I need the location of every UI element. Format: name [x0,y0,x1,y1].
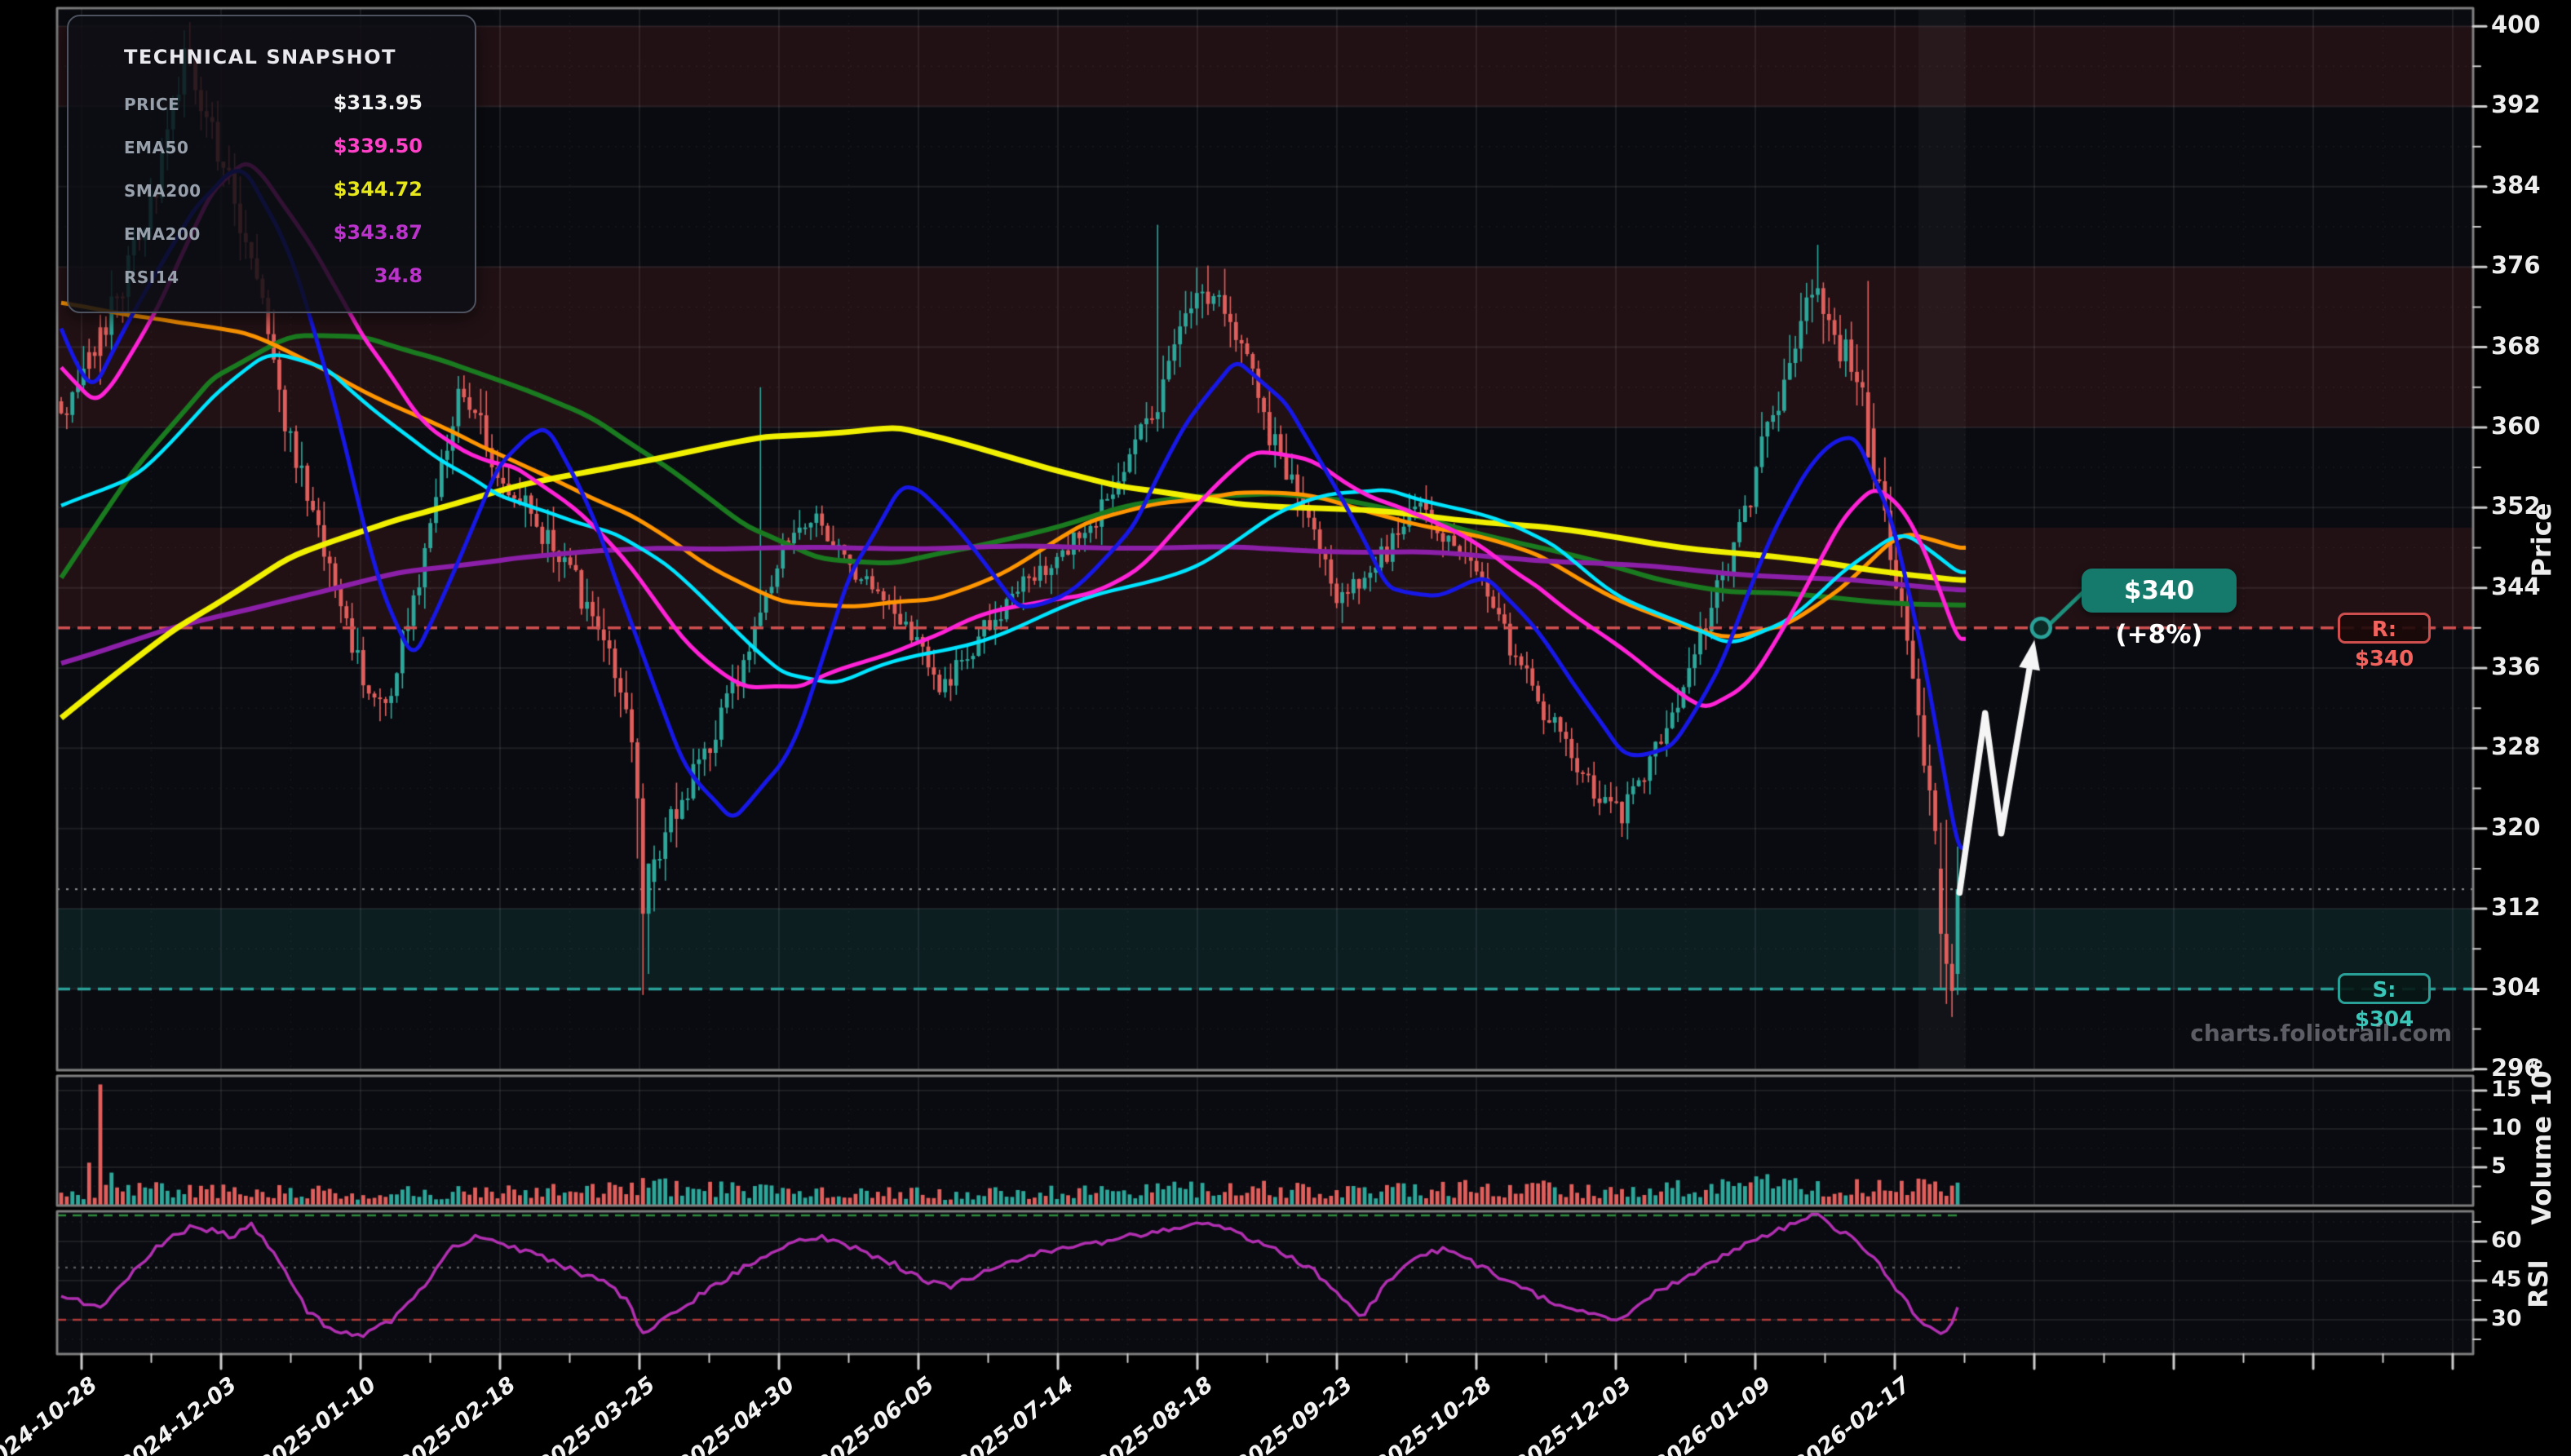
panel-value-rsi14: 34.8 [374,264,423,287]
price-tick-label: 296 [2491,1053,2541,1082]
panel-row-sma200: SMA200 $344.72 [124,178,423,206]
volume-axis-title: Volume 10⁶ [2526,1059,2557,1225]
panel-row-price: PRICE $313.95 [124,91,423,119]
resistance-level-label: R: $340 [2338,613,2431,671]
rsi-tick-label: 45 [2491,1267,2522,1292]
price-tick-label: 352 [2491,492,2541,520]
price-tick-label: 304 [2491,973,2541,1002]
support-level-label: S: $304 [2338,973,2431,1032]
technical-snapshot-panel: TECHNICAL SNAPSHOT PRICE $313.95 EMA50 $… [67,15,476,313]
price-tick-label: 400 [2491,11,2541,39]
panel-value-ema50: $339.50 [333,135,423,157]
price-tick-label: 320 [2491,812,2541,841]
panel-row-ema200: EMA200 $343.87 [124,221,423,249]
panel-label-price: PRICE [124,95,180,114]
panel-label-ema200: EMA200 [124,224,201,244]
panel-title: TECHNICAL SNAPSHOT [124,46,396,69]
rsi-tick-label: 60 [2491,1228,2522,1253]
price-tick-label: 368 [2491,331,2541,360]
volume-tick-label: 10 [2491,1115,2522,1140]
price-tick-label: 344 [2491,572,2541,600]
panel-row-ema50: EMA50 $339.50 [124,135,423,162]
panel-value-ema200: $343.87 [333,221,423,244]
price-tick-label: 392 [2491,91,2541,119]
rsi-tick-label: 30 [2491,1306,2522,1331]
price-tick-label: 312 [2491,893,2541,922]
panel-value-price: $313.95 [333,91,423,114]
volume-tick-label: 15 [2491,1077,2522,1102]
price-target-badge: $340 (+8%) [2082,569,2237,649]
price-tick-label: 360 [2491,411,2541,440]
panel-value-sma200: $344.72 [333,178,423,201]
panel-row-rsi14: RSI14 34.8 [124,264,423,292]
volume-tick-label: 5 [2491,1153,2507,1179]
watermark: charts.foliotrail.com [2190,1020,2452,1047]
price-tick-label: 384 [2491,170,2541,199]
price-tick-label: 376 [2491,251,2541,280]
price-tick-label: 328 [2491,732,2541,761]
price-tick-label: 336 [2491,652,2541,680]
panel-label-ema50: EMA50 [124,138,189,157]
rsi-axis-title: RSI [2523,1259,2554,1308]
panel-label-rsi14: RSI14 [124,268,179,287]
panel-label-sma200: SMA200 [124,181,201,201]
